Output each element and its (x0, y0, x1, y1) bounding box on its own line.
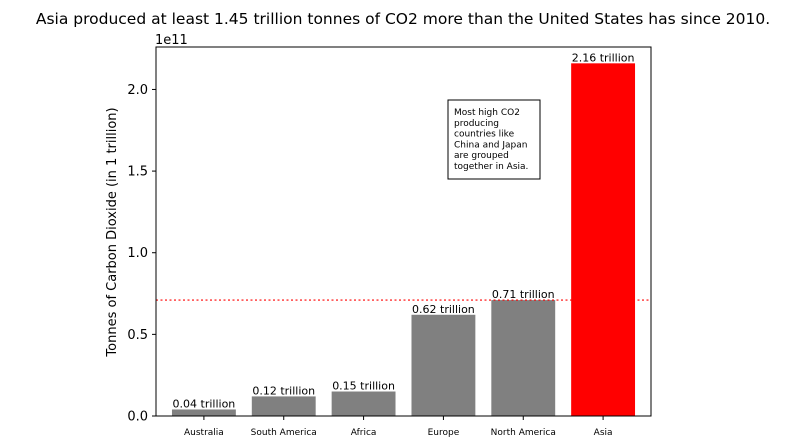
annotation-line: producing (454, 119, 499, 129)
y-tick-label: 1.5 (127, 165, 148, 180)
data-label: 0.12 trillion (252, 384, 315, 397)
data-label: 0.15 trillion (332, 380, 395, 393)
bar-africa (331, 391, 396, 416)
axis-scale-label: 1e11 (155, 33, 188, 48)
y-tick-label: 2.0 (127, 83, 148, 98)
data-label: 0.62 trillion (412, 303, 475, 316)
annotation-line: countries like (454, 130, 515, 140)
data-label: 0.71 trillion (492, 288, 555, 301)
annotation-text: Most high CO2 producing countries like Chin… (454, 108, 528, 172)
data-label: 0.04 trillion (173, 397, 236, 410)
bar-north-america (491, 300, 556, 416)
bar-south-america (251, 396, 316, 416)
y-tick-label: 0.5 (127, 328, 148, 343)
annotation-line: together in Asia. (454, 162, 528, 172)
bar-asia (571, 63, 636, 417)
bar-europe (411, 314, 476, 416)
chart-title: Asia produced at least 1.45 trillion ton… (36, 10, 770, 28)
plot-area-frame (155, 46, 652, 417)
x-tick-label: South America (251, 428, 317, 438)
bar-australia (171, 409, 236, 416)
annotation-line: are grouped (454, 151, 509, 161)
x-tick-label: Asia (594, 428, 613, 438)
x-tick-label: Africa (351, 428, 377, 438)
annotation-line: China and Japan (454, 140, 527, 150)
annotation-line: Most high CO2 (454, 108, 520, 118)
y-tick-label: 0.0 (127, 410, 148, 425)
x-tick-label: Europe (428, 428, 460, 438)
data-label: 2.16 trillion (572, 51, 635, 64)
x-tick-label: North America (491, 428, 556, 438)
y-axis-label: Tonnes of Carbon Dioxide (in 1 trillion) (105, 107, 120, 357)
x-tick-label: Australia (184, 428, 224, 438)
annotation-box: Most high CO2 producing countries like Chin… (447, 99, 541, 180)
y-tick-label: 1.0 (127, 246, 148, 261)
